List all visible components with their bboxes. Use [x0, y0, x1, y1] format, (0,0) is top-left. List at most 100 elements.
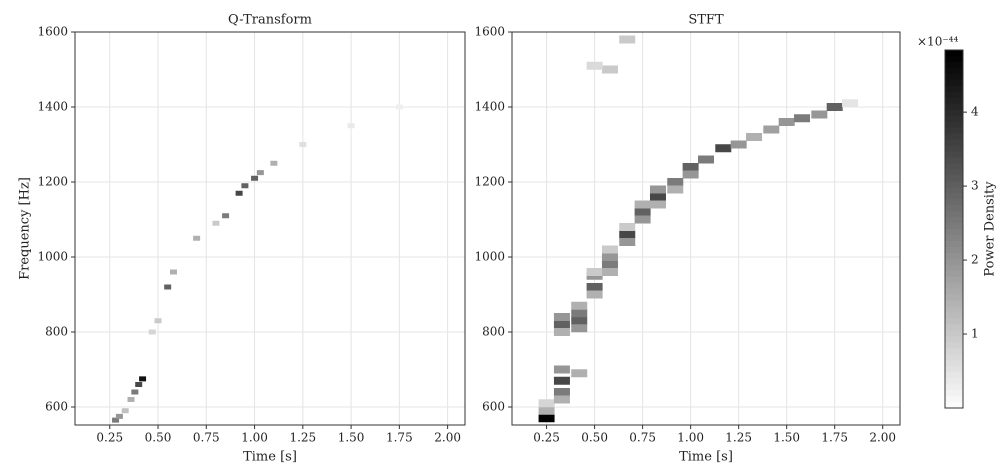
- heat-cell: [634, 215, 651, 224]
- heat-cell: [538, 414, 555, 423]
- colorbar-segment: [945, 55, 963, 63]
- colorbar-segment: [945, 61, 963, 69]
- heat-cell: [763, 125, 780, 134]
- heat-cell: [794, 114, 811, 123]
- heat-cell: [235, 190, 243, 196]
- colorbar-segment: [945, 109, 963, 117]
- heat-cell: [553, 388, 570, 396]
- y-tick-label: 1200: [474, 175, 505, 189]
- heat-cell: [347, 123, 355, 129]
- colorbar-segment: [945, 354, 963, 361]
- colorbar-segment: [945, 181, 963, 188]
- heat-cell: [571, 301, 588, 310]
- axes-frame: [511, 31, 901, 426]
- heat-cell: [538, 399, 555, 408]
- heat-cell: [619, 230, 636, 239]
- colorbar-segment: [945, 145, 963, 152]
- x-tick-label: 0.75: [193, 431, 220, 445]
- x-tick-label: 1.75: [386, 431, 413, 445]
- colorbar-offset: ×10⁻⁴⁴: [917, 35, 958, 49]
- x-tick-label: 0.50: [145, 431, 172, 445]
- colorbar-segment: [945, 384, 963, 391]
- heat-cell: [571, 369, 588, 378]
- x-tick-label: 0.50: [581, 431, 608, 445]
- heat-cell: [553, 320, 570, 329]
- heat-cell: [148, 329, 156, 335]
- x-tick-label: 1.25: [725, 431, 752, 445]
- heat-cell: [121, 408, 129, 414]
- heat-cell: [634, 200, 651, 209]
- colorbar-segment: [945, 336, 963, 343]
- chart-title: STFT: [688, 13, 724, 28]
- heat-cell: [715, 144, 732, 153]
- x-tick-label: 1.50: [773, 431, 800, 445]
- x-tick-label: 1.25: [289, 431, 316, 445]
- colorbar-segment: [945, 229, 963, 236]
- colorbar-segment: [945, 294, 963, 302]
- heat-cell: [601, 245, 618, 254]
- plot-area: [75, 32, 465, 425]
- heat-cell: [601, 65, 618, 74]
- colorbar-frame: [944, 49, 964, 409]
- y-tick-label: 600: [45, 400, 68, 414]
- y-tick-label: 1400: [37, 100, 68, 114]
- colorbar-segment: [945, 270, 963, 278]
- heat-cell: [778, 118, 795, 126]
- colorbar-tick-label: 4: [971, 105, 979, 119]
- heat-cell: [112, 417, 120, 423]
- colorbar-segment: [945, 79, 963, 87]
- colorbar-segment: [945, 264, 963, 272]
- heat-cell: [553, 365, 570, 374]
- colorbar-segment: [945, 115, 963, 123]
- heat-cell: [746, 133, 763, 141]
- heat-cell: [169, 269, 177, 275]
- heat-cell: [649, 200, 666, 209]
- colorbar-segment: [945, 234, 963, 242]
- colorbar-segment: [945, 133, 963, 140]
- heat-cell: [619, 238, 636, 246]
- heat-cell: [270, 160, 278, 166]
- heat-cell: [139, 376, 147, 382]
- colorbar-segment: [945, 282, 963, 290]
- heat-cell: [135, 382, 143, 387]
- x-axis-label: Time [s]: [243, 450, 297, 465]
- heat-cell: [811, 110, 828, 119]
- colorbar-segment: [945, 372, 963, 379]
- heat-cell: [571, 309, 588, 318]
- colorbar-segment: [945, 396, 963, 403]
- x-axis-label: Time [s]: [679, 450, 733, 465]
- axes-frame: [74, 31, 466, 426]
- colorbar-segment: [945, 91, 963, 99]
- heat-cell: [682, 170, 699, 179]
- heat-cell: [127, 397, 135, 402]
- colorbar-segment: [945, 151, 963, 158]
- x-tick-label: 0.25: [96, 431, 123, 445]
- heat-cell: [601, 260, 618, 269]
- colorbar-segment: [945, 163, 963, 170]
- plot-area: [512, 32, 900, 425]
- heat-cell: [299, 142, 307, 147]
- heat-cell: [601, 268, 618, 276]
- colorbar-segment: [945, 288, 963, 296]
- colorbar-segment: [945, 211, 963, 218]
- colorbar-segment: [945, 193, 963, 200]
- x-tick-label: 1.00: [677, 431, 704, 445]
- y-tick-label: 800: [482, 325, 505, 339]
- y-tick-label: 1200: [37, 175, 68, 189]
- colorbar-tick-label: 1: [971, 327, 979, 341]
- colorbar-segment: [945, 258, 963, 266]
- colorbar-segment: [945, 50, 963, 57]
- x-tick-label: 2.00: [434, 431, 461, 445]
- x-tick-label: 0.75: [629, 431, 656, 445]
- y-axis-label: Frequency [Hz]: [18, 177, 33, 280]
- heat-cell: [682, 163, 699, 171]
- x-tick-label: 0.25: [533, 431, 560, 445]
- y-tick-label: 1600: [474, 25, 505, 39]
- colorbar-segment: [945, 246, 963, 254]
- heat-cell: [601, 253, 618, 261]
- heat-cell: [619, 35, 636, 44]
- colorbar-segment: [945, 252, 963, 260]
- heat-cell: [115, 413, 123, 419]
- heat-cell: [571, 316, 588, 325]
- heat-cell: [395, 104, 403, 110]
